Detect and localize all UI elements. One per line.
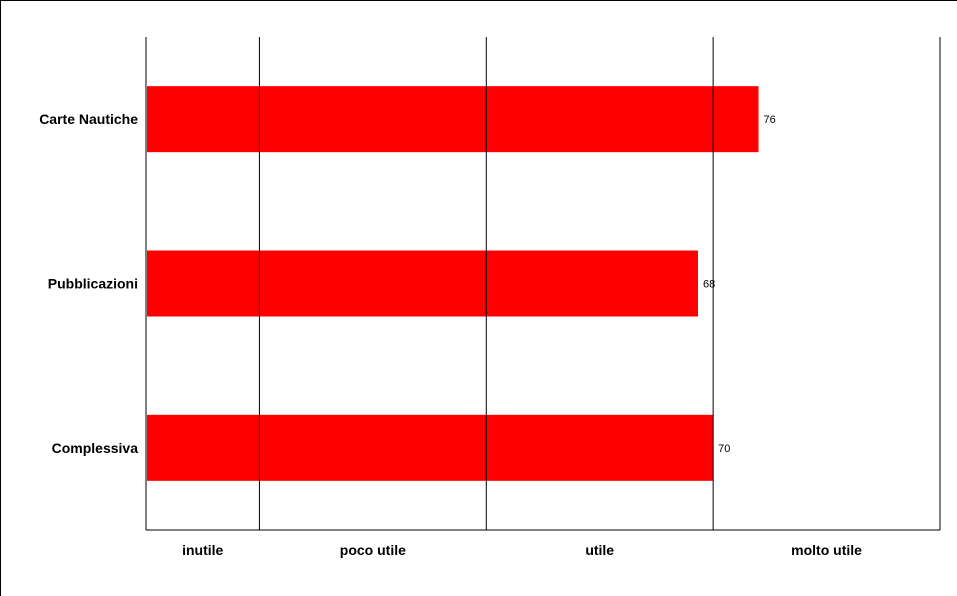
- axes-layer: [145, 37, 940, 531]
- grid-layer: [258, 37, 941, 530]
- band-label: inutile: [182, 542, 223, 558]
- bars-layer: [146, 86, 759, 481]
- band-label: poco utile: [340, 542, 406, 558]
- labels-layer: Carte Nautiche Pubblicazioni Complessiva 76…: [39, 111, 862, 558]
- band-label: utile: [585, 542, 614, 558]
- bar: [146, 250, 699, 317]
- bar: [146, 414, 714, 481]
- category-label: Complessiva: [52, 440, 139, 456]
- bar: [146, 86, 759, 153]
- data-label: 68: [703, 279, 715, 291]
- data-label: 76: [764, 114, 776, 126]
- category-label: Pubblicazioni: [48, 276, 138, 292]
- data-label: 70: [718, 443, 730, 455]
- category-label: Carte Nautiche: [39, 111, 138, 127]
- band-label: molto utile: [791, 542, 862, 558]
